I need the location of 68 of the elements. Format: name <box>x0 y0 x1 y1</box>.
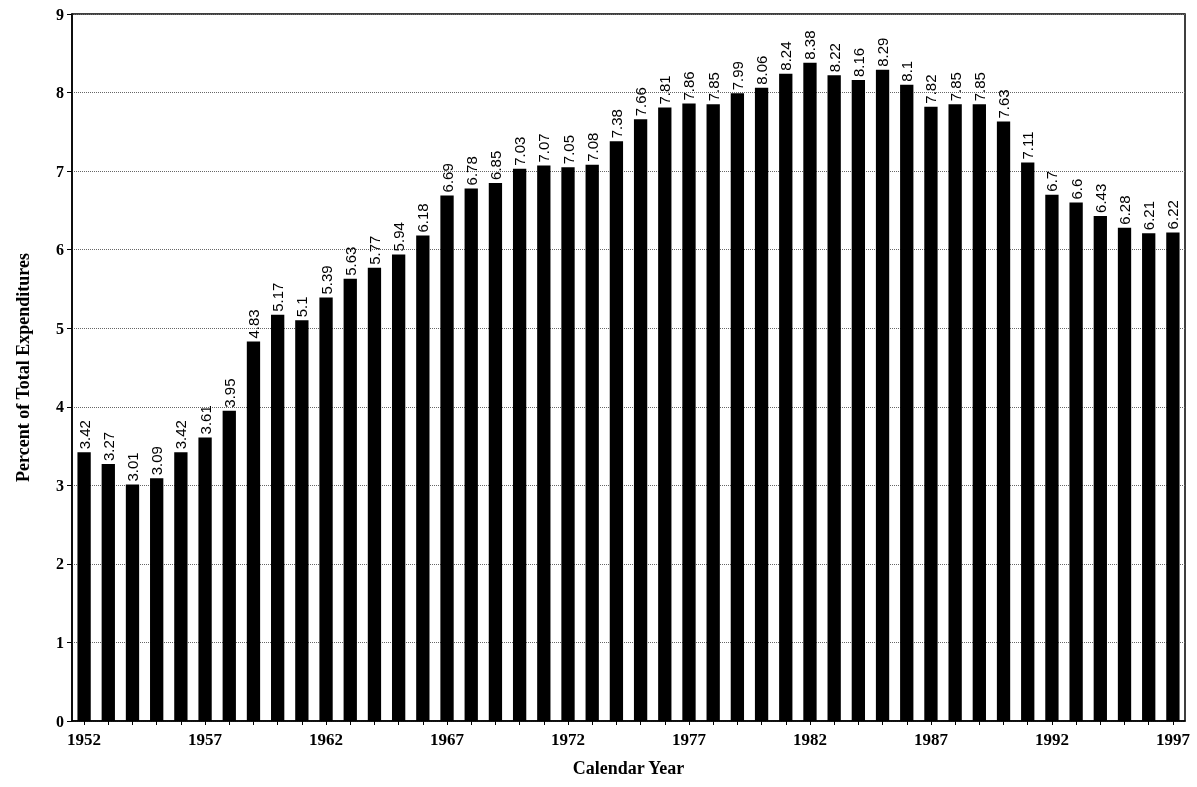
y-tick-label: 0 <box>56 712 64 730</box>
data-label: 8.16 <box>849 47 867 77</box>
data-label: 7.81 <box>656 75 674 105</box>
data-label: 5.94 <box>390 222 408 252</box>
data-label: 6.18 <box>414 203 432 233</box>
x-tick-label: 1967 <box>430 730 465 749</box>
y-tick-label: 8 <box>56 84 64 102</box>
data-label: 7.03 <box>511 136 529 166</box>
data-label: 7.85 <box>946 72 964 102</box>
data-label: 7.11 <box>1019 131 1037 160</box>
data-label: 3.42 <box>75 420 93 450</box>
data-label: 3.01 <box>123 452 141 482</box>
data-label: 5.17 <box>269 282 287 312</box>
x-tick-label: 1972 <box>551 730 586 749</box>
data-label: 5.39 <box>317 265 335 295</box>
data-label: 7.05 <box>559 134 577 165</box>
x-tick-label: 1952 <box>67 730 102 749</box>
data-label: 6.69 <box>438 163 456 193</box>
data-label: 6.78 <box>462 156 480 186</box>
data-label: 8.22 <box>825 43 843 73</box>
y-tick-label: 6 <box>56 241 64 259</box>
data-label: 7.82 <box>922 74 940 104</box>
data-label: 7.38 <box>607 109 625 139</box>
data-label: 8.29 <box>874 37 892 67</box>
data-label: 6.7 <box>1043 170 1061 192</box>
x-tick-label: 1977 <box>671 730 707 749</box>
x-tick-label: 1997 <box>1155 730 1191 749</box>
x-tick-label: 1987 <box>913 730 949 749</box>
data-label: 3.27 <box>99 431 117 462</box>
data-label: 7.07 <box>535 133 553 163</box>
x-tick-label: 1982 <box>792 730 827 749</box>
x-tick-label: 1962 <box>309 730 344 749</box>
x-tick-label: 1992 <box>1034 730 1069 749</box>
data-label: 6.22 <box>1164 200 1182 230</box>
data-label: 4.83 <box>244 309 262 339</box>
y-tick-label: 9 <box>56 5 64 23</box>
data-label: 7.86 <box>680 71 698 101</box>
y-tick-label: 5 <box>56 319 64 337</box>
data-label: 8.24 <box>777 41 795 71</box>
data-label: 6.43 <box>1091 183 1109 213</box>
y-tick-label: 4 <box>56 398 64 416</box>
y-tick-label: 3 <box>56 476 64 494</box>
data-label: 7.85 <box>704 72 722 102</box>
data-label: 6.21 <box>1140 200 1158 231</box>
data-label: 7.08 <box>583 132 601 162</box>
data-label: 6.6 <box>1067 178 1085 200</box>
data-label: 5.63 <box>341 246 359 276</box>
data-label: 7.99 <box>728 61 746 91</box>
data-label: 8.06 <box>753 55 771 85</box>
y-tick-label: 2 <box>56 555 64 573</box>
y-axis-title: Percent of Total Expenditures <box>13 253 33 482</box>
data-label: 7.85 <box>970 72 988 102</box>
data-label: 5.77 <box>365 235 383 265</box>
data-label: 3.95 <box>220 378 238 408</box>
data-label: 8.1 <box>898 60 916 82</box>
data-label: 7.66 <box>632 87 650 117</box>
data-label: 6.28 <box>1116 195 1134 225</box>
data-label: 7.63 <box>995 89 1013 119</box>
y-tick-label: 7 <box>56 162 64 180</box>
x-axis-title: Calendar Year <box>572 758 685 778</box>
data-label: 3.61 <box>196 405 214 435</box>
data-label: 8.38 <box>801 30 819 60</box>
x-tick-label: 1957 <box>188 730 223 749</box>
y-tick-label: 1 <box>56 633 64 651</box>
data-label: 5.1 <box>293 296 311 318</box>
data-label: 3.09 <box>148 446 166 476</box>
data-label: 6.85 <box>486 150 504 180</box>
data-label: 3.42 <box>172 420 190 450</box>
